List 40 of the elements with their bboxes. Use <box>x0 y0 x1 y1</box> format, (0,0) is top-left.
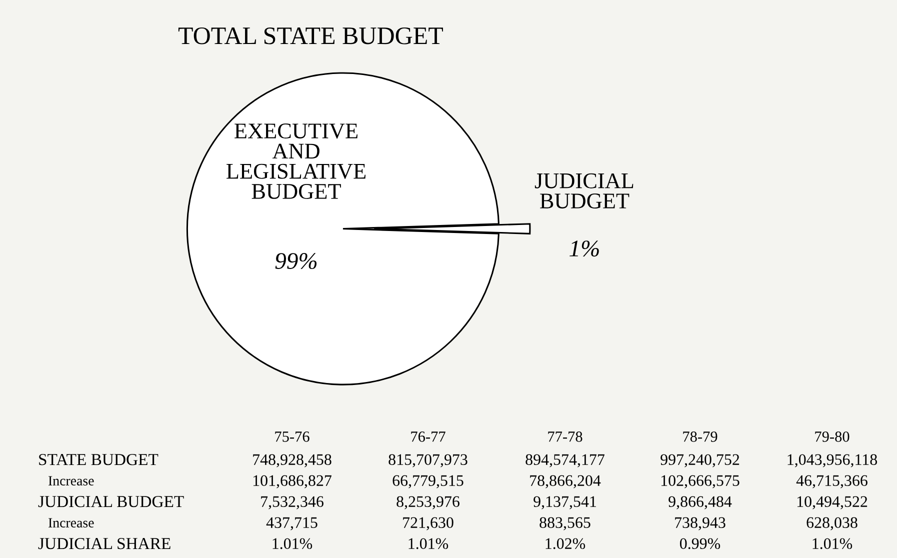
slice-label: JUDICIAL BUDGET <box>534 173 634 208</box>
chart-title: TOTAL STATE BUDGET <box>178 27 443 44</box>
text: 77-78 <box>548 432 582 442</box>
text: 1.02% <box>546 538 586 550</box>
text: 9,866,484 <box>668 496 732 510</box>
data-label: 1% <box>570 240 599 257</box>
data-label: 99% <box>275 253 317 270</box>
text: 8,253,976 <box>396 496 460 510</box>
text: 815,707,973 <box>388 454 468 468</box>
text: 628,038 <box>806 517 858 530</box>
text: 102,666,575 <box>661 475 740 488</box>
slice-label: EXECUTIVE AND LEGISLATIVE BUDGET <box>226 124 366 199</box>
text: 894,574,177 <box>526 454 604 468</box>
text: 721,630 <box>403 517 454 530</box>
text: 79-80 <box>815 432 850 442</box>
text: STATE BUDGET <box>39 454 158 466</box>
text: 738,943 <box>675 517 726 530</box>
text: 76-77 <box>411 432 446 442</box>
text: 883,565 <box>540 517 590 530</box>
text: 1.01% <box>272 538 312 550</box>
text: 46,715,366 <box>796 475 868 488</box>
text: 7,532,346 <box>261 496 324 510</box>
text: 78,866,204 <box>530 475 601 488</box>
text: 10,494,522 <box>797 496 868 510</box>
text: 437,715 <box>266 517 318 530</box>
text: 1,043,956,118 <box>788 454 878 468</box>
text: 9,137,541 <box>534 496 596 510</box>
text: JUDICIAL SHARE <box>38 538 170 550</box>
text: Increase <box>48 518 94 528</box>
text: 66,779,515 <box>392 475 464 488</box>
text: 1.01% <box>812 538 852 550</box>
text: 101,686,827 <box>253 475 332 488</box>
text: 748,928,458 <box>253 454 332 468</box>
text: JUDICIAL BUDGET <box>38 496 184 508</box>
text: 0.99% <box>680 538 720 550</box>
text: 1.01% <box>408 538 448 550</box>
text: 78-79 <box>683 432 718 442</box>
text: 75-76 <box>275 432 310 442</box>
text: Increase <box>48 476 94 486</box>
text: 997,240,752 <box>660 454 740 468</box>
